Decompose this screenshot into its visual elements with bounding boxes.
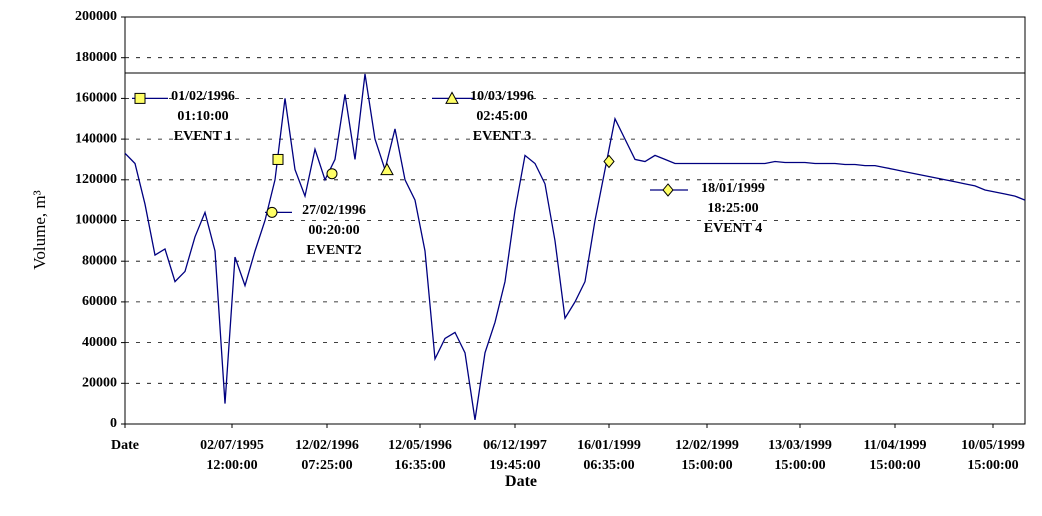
event-marker <box>380 162 394 176</box>
y-tick-label: 100000 <box>75 213 117 228</box>
x-tick-label: 12/05/1996 16:35:00 <box>388 438 452 473</box>
x-tick-label: 12/02/1999 15:00:00 <box>675 438 739 473</box>
y-tick-label: 80000 <box>82 253 117 268</box>
x-tick-label: 11/04/1999 15:00:00 <box>863 438 927 473</box>
y-tick-label: 120000 <box>75 172 117 187</box>
event-label: 27/02/1996 00:20:00 EVENT2 <box>302 203 366 258</box>
x-tick-label: 06/12/1997 19:45:00 <box>483 438 547 473</box>
event-marker <box>326 168 338 180</box>
event-marker <box>266 206 278 218</box>
y-tick-label: 160000 <box>75 91 117 106</box>
x-tick-label: 02/07/1995 12:00:00 <box>200 438 264 473</box>
y-tick-label: 140000 <box>75 131 117 146</box>
event-marker <box>662 183 674 197</box>
y-tick-label: 200000 <box>75 9 117 24</box>
event-label: 18/01/1999 18:25:00 EVENT 4 <box>701 181 765 236</box>
x-tick-label: 16/01/1999 06:35:00 <box>577 438 641 473</box>
x-tick-label: 12/02/1996 07:25:00 <box>295 438 359 473</box>
y-tick-label: 60000 <box>82 294 117 309</box>
event-label: 10/03/1996 02:45:00 EVENT 3 <box>470 89 534 144</box>
y-tick-label: 0 <box>110 416 117 431</box>
event-marker <box>445 91 459 104</box>
plot-frame <box>124 16 1026 425</box>
data-line <box>124 73 1026 420</box>
y-tick-label: 40000 <box>82 335 117 350</box>
x-axis-title: Date <box>505 473 537 490</box>
x-tick-label: Date <box>111 438 139 453</box>
y-tick-label: 20000 <box>82 376 117 391</box>
event-marker <box>272 153 284 165</box>
event-label: 01/02/1996 01:10:00 EVENT 1 <box>171 89 235 144</box>
event-marker <box>603 154 615 169</box>
x-tick-label: 10/05/1999 15:00:00 <box>961 438 1025 473</box>
x-tick-label: 13/03/1999 15:00:00 <box>768 438 832 473</box>
y-axis-title: Volume, m³ <box>30 190 49 270</box>
y-tick-label: 180000 <box>75 50 117 65</box>
event-marker <box>134 92 146 104</box>
